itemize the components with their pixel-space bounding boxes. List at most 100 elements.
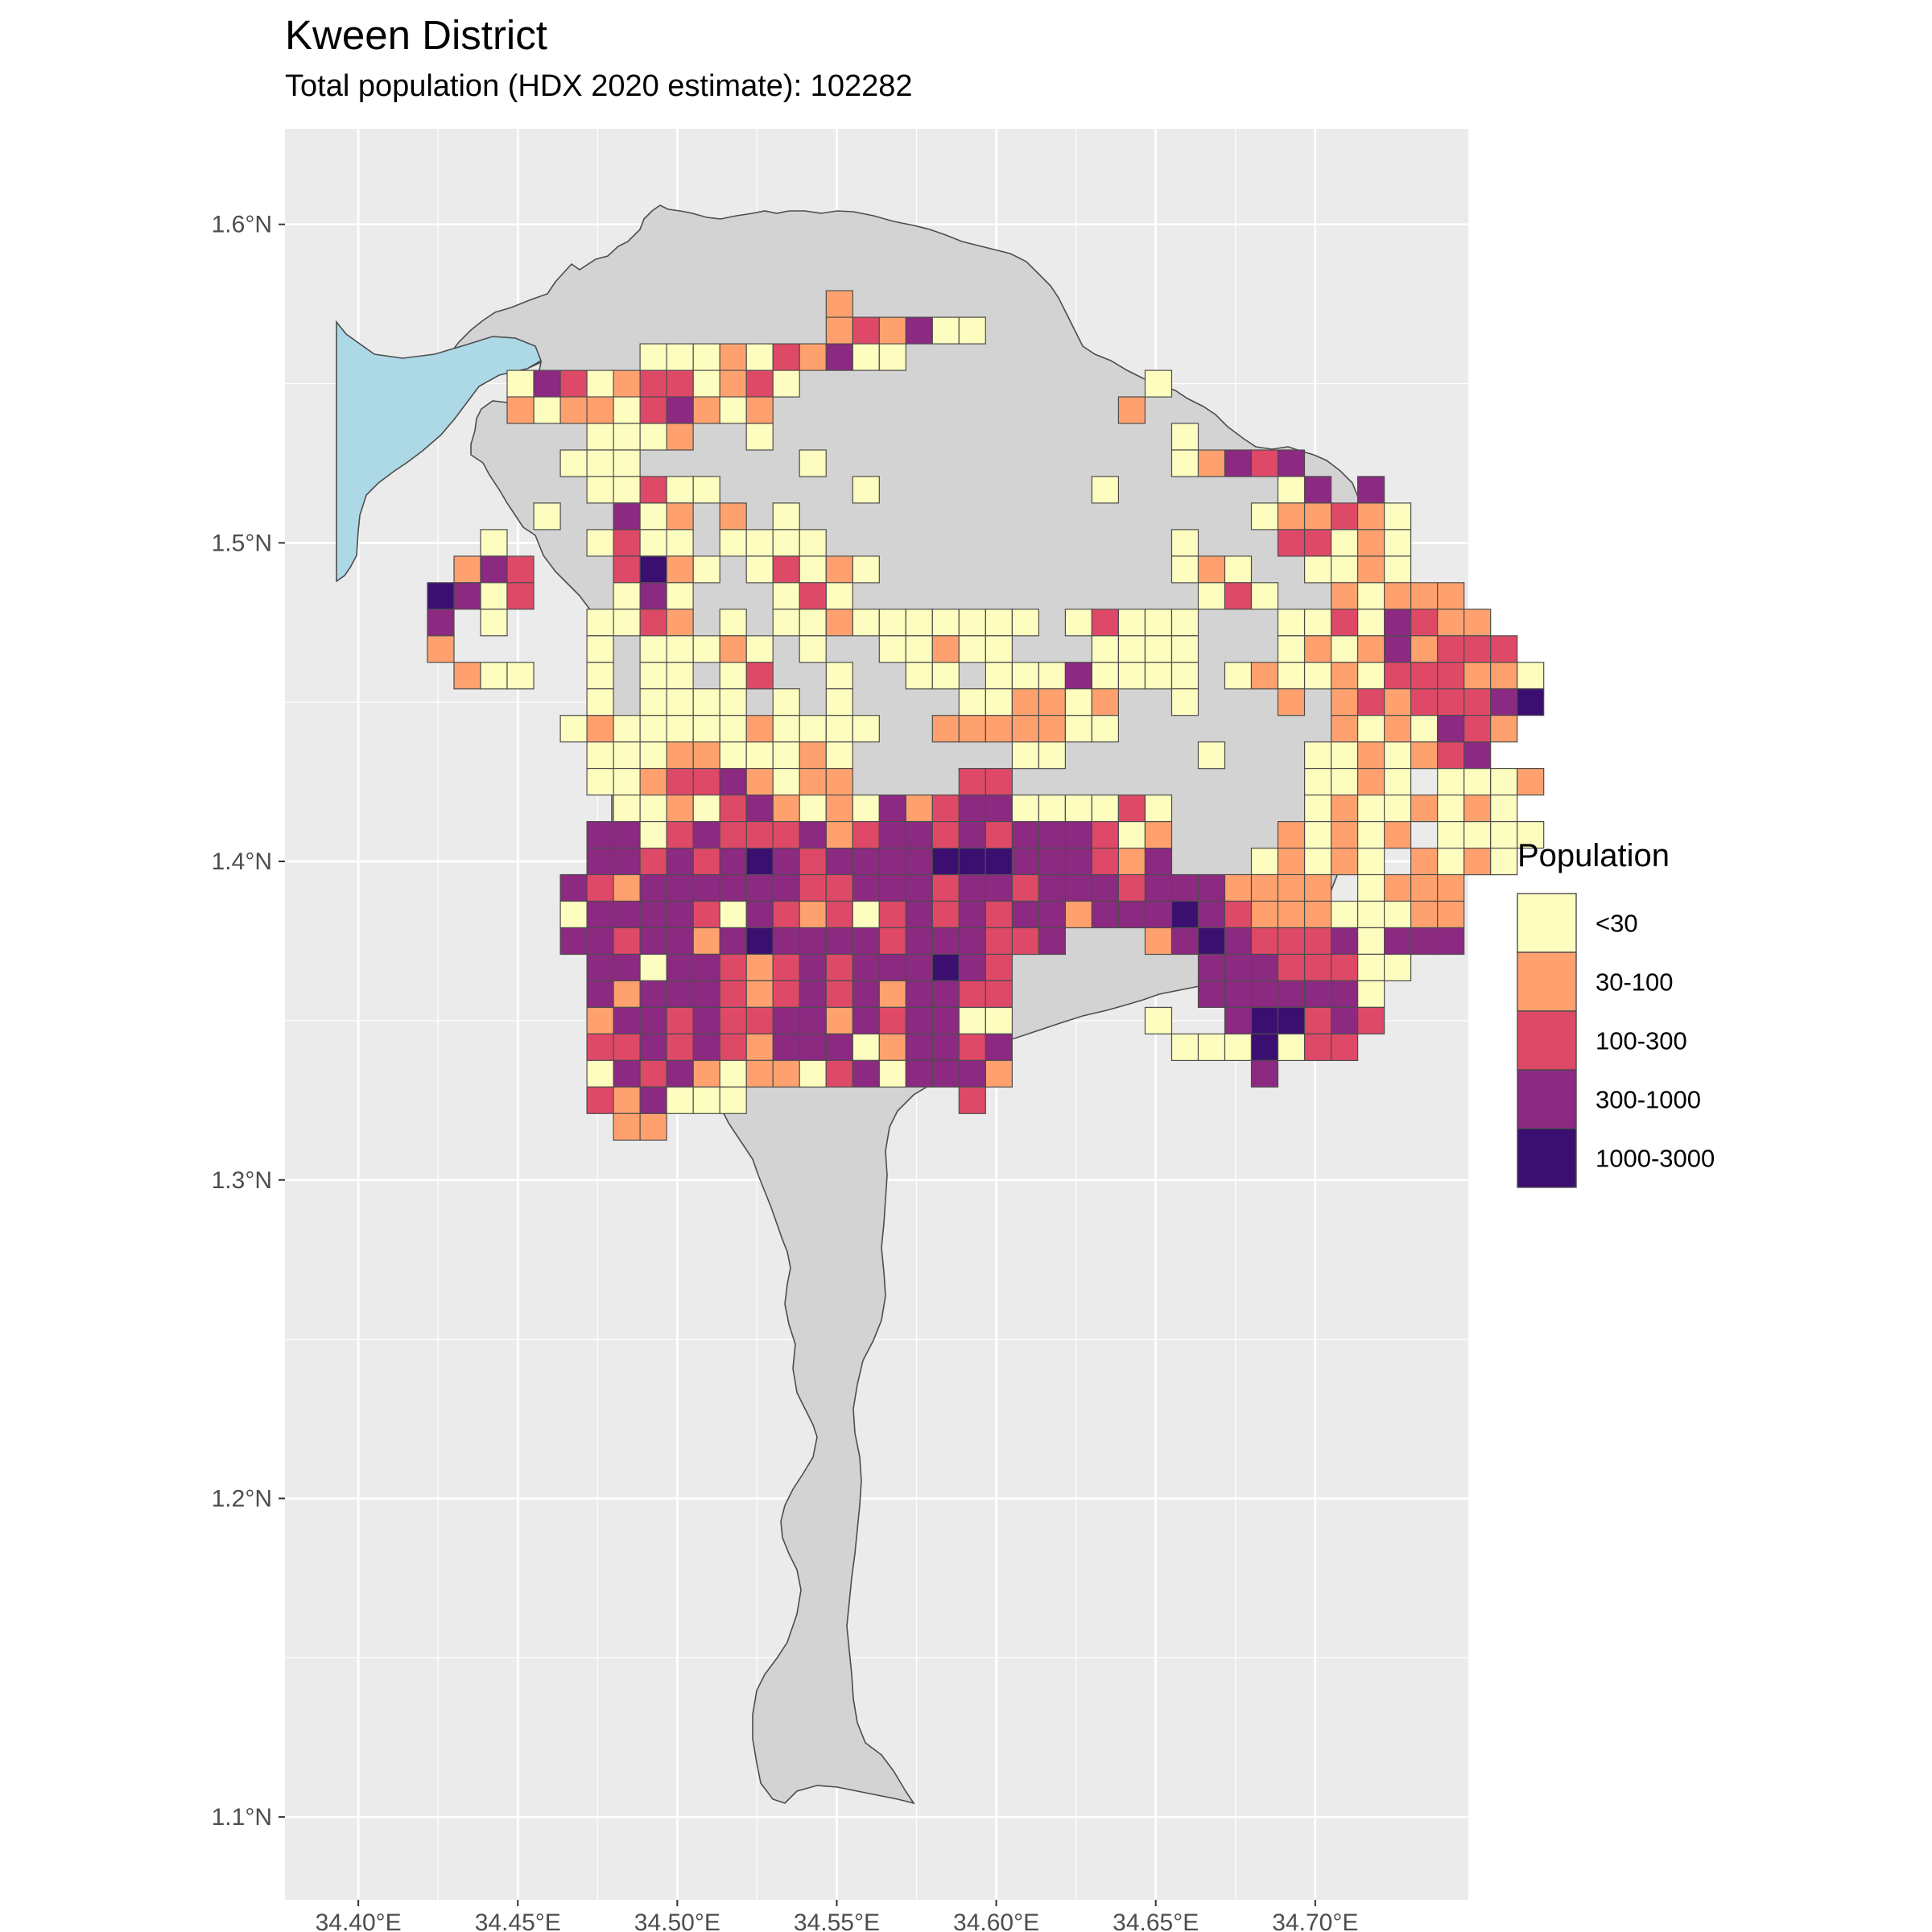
population-cell (772, 715, 800, 743)
population-cell (1117, 609, 1146, 637)
population-cell (1490, 715, 1518, 743)
x-tick-label: 34.70°E (1272, 1909, 1358, 1932)
population-cell (666, 794, 694, 823)
population-cell (878, 900, 906, 929)
population-cell (1170, 449, 1199, 477)
population-cell (985, 609, 1013, 637)
population-cell (852, 476, 880, 504)
population-cell (692, 715, 720, 743)
population-cell (905, 927, 933, 956)
population-cell (1437, 741, 1465, 770)
population-cell (666, 1033, 694, 1062)
population-cell (666, 847, 694, 876)
population-cell (586, 609, 614, 637)
population-cell (985, 1033, 1013, 1062)
population-cell (1437, 662, 1465, 690)
population-cell (719, 980, 747, 1009)
population-cell (719, 1006, 747, 1035)
population-cell (1303, 502, 1332, 530)
population-cell (745, 662, 774, 690)
population-cell (931, 847, 960, 876)
population-cell (1117, 820, 1146, 849)
population-cell (639, 953, 667, 982)
population-cell (1303, 900, 1332, 929)
population-cell (639, 1059, 667, 1088)
population-cell (1250, 873, 1279, 902)
population-cell (985, 900, 1013, 929)
population-cell (1383, 873, 1412, 902)
population-cell (1064, 847, 1093, 876)
population-cell (1330, 820, 1359, 849)
population-cell (985, 927, 1013, 956)
population-cell (958, 873, 986, 902)
population-cell (1038, 847, 1067, 876)
population-cell (1463, 767, 1492, 796)
population-cell (905, 847, 933, 876)
population-cell (905, 953, 933, 982)
population-cell (852, 873, 880, 902)
population-cell (1277, 662, 1306, 690)
population-cell (1170, 927, 1199, 956)
population-cell (1144, 900, 1173, 929)
population-cell (533, 369, 561, 398)
population-cell (1250, 1006, 1279, 1035)
population-cell (666, 476, 694, 504)
x-tick-label: 34.60°E (953, 1909, 1039, 1932)
population-cell (1383, 688, 1412, 716)
population-cell (480, 582, 508, 610)
population-cell (613, 555, 641, 584)
population-cell (1170, 873, 1199, 902)
population-cell (1303, 1006, 1332, 1035)
population-cell (1383, 794, 1412, 823)
population-cell (1011, 820, 1040, 849)
population-cell (1356, 794, 1385, 823)
population-cell (852, 794, 880, 823)
population-cell (1303, 555, 1332, 584)
population-cell (772, 529, 800, 557)
population-cell (1356, 502, 1385, 530)
population-cell (1117, 900, 1146, 929)
population-cell (1064, 794, 1093, 823)
population-cell (772, 343, 800, 371)
population-cell (639, 582, 667, 610)
population-cell (772, 927, 800, 956)
population-cell (958, 980, 986, 1009)
legend-key (1517, 893, 1577, 953)
population-cell (427, 635, 455, 663)
population-cell (1091, 715, 1120, 743)
population-cell (719, 741, 747, 770)
population-cell (1144, 1006, 1173, 1035)
population-cell (931, 316, 960, 345)
legend-label: 30-100 (1596, 968, 1674, 997)
population-cell (1437, 820, 1465, 849)
population-cell (772, 555, 800, 584)
population-cell (1144, 662, 1173, 690)
population-cell (666, 927, 694, 956)
population-cell (1463, 688, 1492, 716)
population-cell (1410, 794, 1439, 823)
population-cell (1011, 715, 1040, 743)
population-cell (1144, 609, 1173, 637)
map-subtitle: Total population (HDX 2020 estimate): 10… (285, 69, 913, 103)
population-cell (480, 662, 508, 690)
population-cell (1091, 820, 1120, 849)
population-cell (639, 741, 667, 770)
population-cell (586, 1086, 614, 1114)
population-cell (719, 767, 747, 796)
population-cell (1383, 502, 1412, 530)
population-cell (1303, 529, 1332, 557)
population-cell (1437, 927, 1465, 956)
population-cell (666, 662, 694, 690)
population-cell (613, 396, 641, 424)
population-cell (905, 980, 933, 1009)
population-cell (799, 609, 827, 637)
population-cell (1038, 741, 1067, 770)
population-cell (825, 1006, 853, 1035)
population-cell (799, 927, 827, 956)
population-cell (1038, 820, 1067, 849)
population-cell (613, 369, 641, 398)
population-cell (1170, 662, 1199, 690)
population-cell (1277, 820, 1306, 849)
population-cell (985, 980, 1013, 1009)
population-cell (666, 369, 694, 398)
